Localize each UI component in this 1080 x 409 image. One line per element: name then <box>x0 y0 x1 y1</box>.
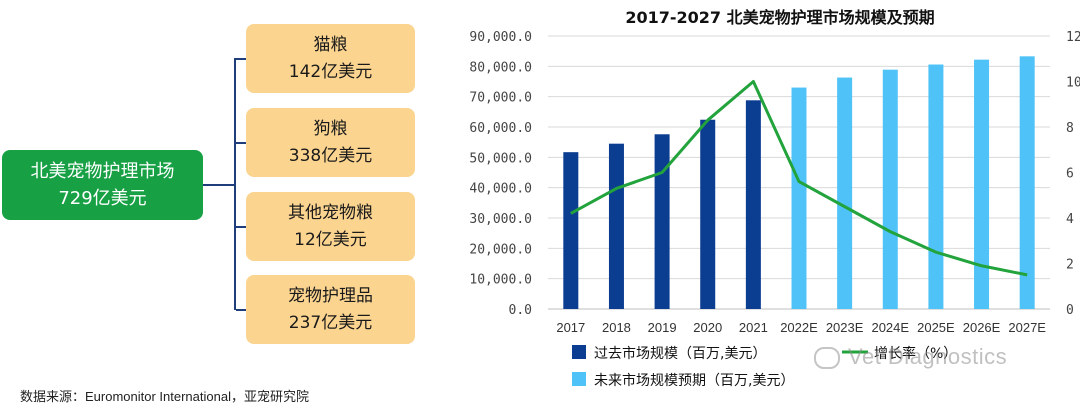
y-right-tick-label: 6 <box>1066 167 1074 182</box>
x-tick-label: 2021 <box>739 320 768 335</box>
legend-label-past: 过去市场规模（百万,美元） <box>594 345 766 362</box>
node-value: 237亿美元 <box>288 312 373 333</box>
bar-future-market-size <box>1019 56 1035 309</box>
chart-title: 2017-2027 北美宠物护理市场规模及预期 <box>625 8 935 27</box>
tree-trunk-connector <box>203 184 234 186</box>
bar-future-market-size <box>974 59 990 309</box>
x-tick-label: 2022E <box>780 320 818 335</box>
bar-future-market-size <box>928 64 944 309</box>
node-other-pet-food: 其他宠物粮 12亿美元 <box>246 192 415 261</box>
y-left-tick-label: 30,000.0 <box>469 212 532 227</box>
y-left-tick-label: 0.0 <box>509 303 532 318</box>
bar-past-market-size <box>745 100 761 309</box>
x-tick-label: 2018 <box>602 320 631 335</box>
watermark-text: Vet Diagnostics <box>848 344 1008 369</box>
y-left-tick-label: 60,000.0 <box>469 121 532 136</box>
bar-future-market-size <box>882 69 898 309</box>
y-left-tick-label: 10,000.0 <box>469 273 532 288</box>
node-cat-food: 猫粮 142亿美元 <box>246 24 415 93</box>
y-right-tick-label: 8 <box>1066 121 1074 136</box>
bar-future-market-size <box>837 77 853 309</box>
node-label: 狗粮 <box>313 118 348 139</box>
source-note: 数据来源：Euromonitor International，亚宠研究院 <box>20 389 309 404</box>
y-left-tick-label: 20,000.0 <box>469 242 532 257</box>
x-tick-label: 2026E <box>963 320 1001 335</box>
y-left-tick-label: 70,000.0 <box>469 91 532 106</box>
y-left-tick-label: 40,000.0 <box>469 182 532 197</box>
legend-swatch-future <box>572 372 586 386</box>
y-left-tick-label: 80,000.0 <box>469 60 532 75</box>
y-right-tick-label: 2 <box>1066 258 1074 273</box>
x-tick-label: 2019 <box>648 320 677 335</box>
wechat-icon <box>814 347 840 370</box>
y-right-tick-label: 4 <box>1066 212 1074 227</box>
node-label: 其他宠物粮 <box>288 202 373 223</box>
y-left-tick-label: 50,000.0 <box>469 151 532 166</box>
node-label: 宠物护理品 <box>288 285 373 306</box>
node-value: 338亿美元 <box>288 145 373 166</box>
node-value: 142亿美元 <box>288 61 373 82</box>
node-label: 猫粮 <box>313 34 348 55</box>
tree-branch-connector <box>236 309 246 311</box>
x-tick-label: 2027E <box>1008 320 1046 335</box>
node-dog-food: 狗粮 338亿美元 <box>246 108 415 177</box>
root-node: 北美宠物护理市场 729亿美元 <box>2 150 203 220</box>
tree-branch-connector <box>236 226 246 228</box>
root-value: 729亿美元 <box>58 188 147 209</box>
watermark: Vet Diagnostics <box>814 344 1007 370</box>
legend-swatch-past <box>572 345 586 359</box>
tree-vertical-connector <box>234 58 236 310</box>
bar-future-market-size <box>791 87 807 309</box>
x-tick-label: 2017 <box>556 320 585 335</box>
y-left-tick-label: 90,000.0 <box>469 30 532 45</box>
tree-branch-connector <box>236 142 246 144</box>
x-tick-label: 2024E <box>871 320 909 335</box>
bar-past-market-size <box>654 134 670 309</box>
node-pet-care-products: 宠物护理品 237亿美元 <box>246 275 415 344</box>
x-tick-label: 2025E <box>917 320 955 335</box>
x-tick-label: 2020 <box>693 320 722 335</box>
node-value: 12亿美元 <box>294 229 367 250</box>
y-right-tick-label: 0 <box>1066 303 1074 318</box>
root-title: 北美宠物护理市场 <box>30 161 175 182</box>
x-tick-label: 2023E <box>826 320 864 335</box>
bar-past-market-size <box>700 119 716 309</box>
bar-past-market-size <box>563 152 579 309</box>
bar-past-market-size <box>608 143 624 309</box>
y-right-tick-label: 12 <box>1066 30 1080 45</box>
legend-label-growth: 增长率（%） <box>874 345 957 362</box>
legend-label-future: 未来市场规模预期（百万,美元） <box>594 372 794 389</box>
tree-branch-connector <box>236 58 246 60</box>
y-right-tick-label: 10 <box>1066 76 1080 91</box>
